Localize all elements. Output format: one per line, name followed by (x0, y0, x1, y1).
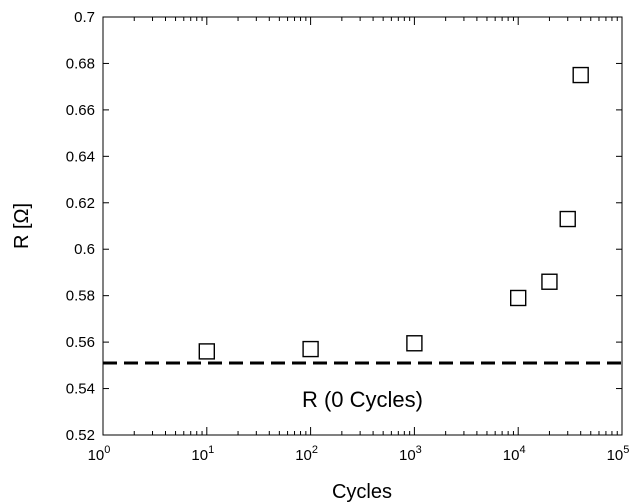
y-tick-label: 0.56 (66, 334, 95, 351)
x-tick-label: 102 (295, 444, 318, 464)
data-point (302, 340, 319, 358)
y-tick-label: 0.68 (66, 55, 95, 72)
y-tick-label: 0.58 (66, 288, 95, 305)
data-point (198, 343, 216, 360)
y-tick-label: 0.7 (74, 9, 95, 26)
tick-labels: 0.52 0.54 0.56 0.58 0.6 0.62 0.64 0.66 0.68 0.7 10… (66, 9, 630, 464)
y-axis-title: R [Ω] (11, 203, 33, 249)
y-tick-label: 0.66 (66, 102, 95, 119)
reference-line-label: R (0 Cycles) (302, 387, 423, 412)
x-tick-label: 104 (503, 444, 526, 464)
y-tick-label: 0.6 (74, 241, 95, 258)
y-tick-label: 0.62 (66, 195, 95, 212)
data-point (541, 273, 558, 290)
x-tick-label: 103 (399, 444, 422, 464)
y-tick-label: 0.52 (66, 427, 95, 444)
ticks (102, 16, 623, 436)
x-axis-title: Cycles (332, 481, 392, 503)
x-tick-label: 100 (88, 444, 111, 464)
data-point (572, 66, 589, 84)
x-tick-label: 105 (607, 444, 630, 464)
y-tick-label: 0.64 (66, 148, 95, 165)
x-tick-label: 101 (191, 444, 214, 464)
y-tick-label: 0.54 (66, 381, 95, 398)
data-point (406, 335, 423, 352)
data-point (510, 289, 527, 307)
data-points (198, 66, 589, 360)
plot-area (102, 16, 623, 436)
data-point (559, 210, 576, 228)
